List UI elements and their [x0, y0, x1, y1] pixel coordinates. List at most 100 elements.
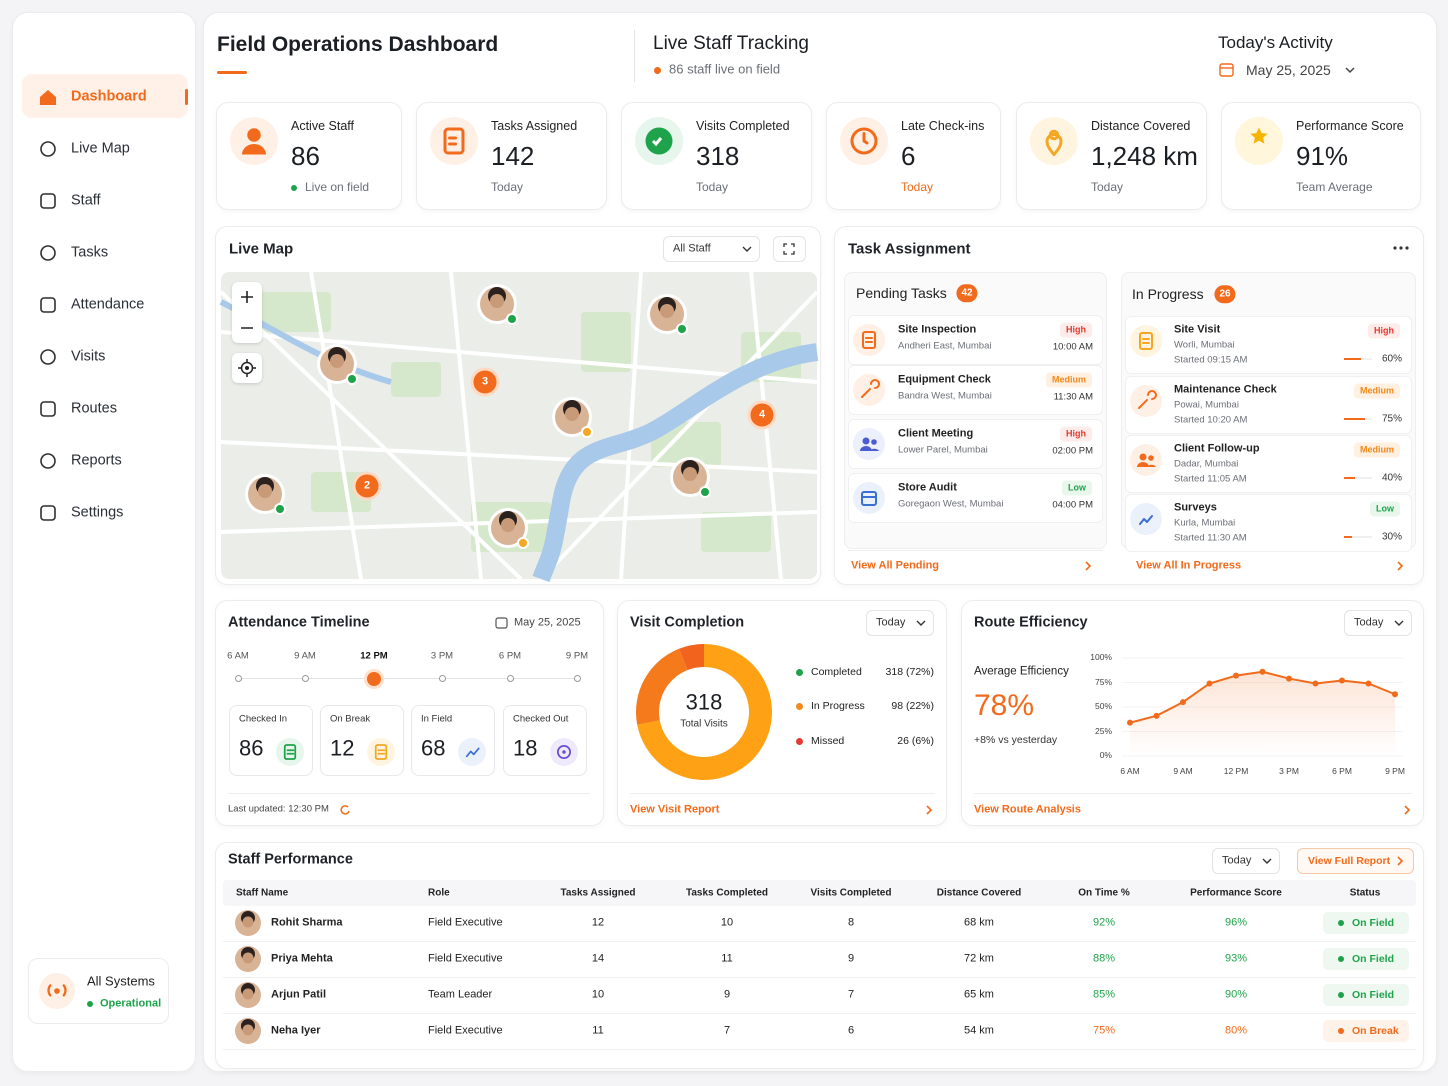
panel-link[interactable]: View All Pending: [851, 559, 940, 572]
chevron: [1394, 620, 1404, 626]
staff-name: Priya Mehta: [271, 952, 333, 965]
nav-label[interactable]: Visits: [71, 348, 106, 365]
card-link[interactable]: View Visit Report: [630, 803, 720, 816]
donut-center-label: Total Visits: [680, 718, 728, 730]
task-item[interactable]: [848, 473, 1103, 523]
avatar-head: [242, 952, 254, 964]
nav-label[interactable]: Tasks: [71, 244, 109, 261]
calendar-glyph: [1219, 63, 1234, 77]
timeline-dot: [301, 675, 309, 682]
task-location: Andheri East, Mumbai: [898, 340, 992, 352]
line-area: [1130, 671, 1395, 756]
line-point: [1339, 677, 1345, 684]
status-dot: [1338, 1028, 1344, 1034]
nav-label[interactable]: Dashboard: [71, 88, 147, 105]
task-location: Dadar, Mumbai: [1174, 458, 1239, 470]
expand-button[interactable]: [773, 236, 806, 262]
column-header: Role: [428, 887, 450, 899]
arrow: [1397, 856, 1404, 866]
kpi-value: 6: [901, 141, 916, 172]
icon-bg: [1130, 503, 1162, 535]
cluster-count[interactable]: 2: [363, 479, 371, 492]
avatar-head: [490, 294, 504, 308]
kpi-dot: [291, 185, 297, 191]
avatar-head: [258, 484, 272, 498]
nav-label[interactable]: Attendance: [71, 296, 145, 313]
glyph: [865, 337, 873, 343]
cluster-count[interactable]: 3: [481, 375, 489, 388]
cluster: [470, 367, 500, 397]
glyph: [448, 136, 457, 146]
line-point: [1286, 675, 1292, 682]
zoom-glyph: [241, 291, 253, 329]
dropdown[interactable]: [663, 236, 760, 262]
status-dot: [1338, 920, 1344, 926]
kpi-value: 142: [491, 141, 535, 172]
panel-link[interactable]: View All In Progress: [1136, 559, 1242, 572]
status-title: All Systems: [87, 973, 155, 989]
icon: [1130, 385, 1162, 417]
card-link[interactable]: View Route Analysis: [974, 803, 1081, 816]
staff-name: Rohit Sharma: [271, 916, 343, 929]
table-cell: 10: [720, 916, 734, 929]
glyph: [557, 745, 571, 759]
nav-label[interactable]: Live Map: [71, 140, 130, 157]
task-item[interactable]: [1125, 316, 1412, 374]
report-button[interactable]: [1297, 848, 1414, 874]
tracking-title: Live Staff Tracking: [653, 33, 809, 55]
column-header: Tasks Completed: [685, 887, 769, 899]
column-header: Status: [1349, 887, 1381, 899]
task-item[interactable]: [1125, 494, 1412, 552]
avatar-head: [565, 407, 579, 421]
task-time: 02:00 PM: [1052, 445, 1093, 457]
staff-name: Arjun Patil: [271, 988, 327, 1001]
status-label: On Break: [1352, 1024, 1399, 1037]
y-tick-label: 100%: [1090, 652, 1112, 663]
legend-label: Missed: [811, 734, 845, 747]
x-tick-label: 6 AM: [1120, 766, 1140, 777]
table-row-divider: [223, 941, 1416, 942]
glyph: [1142, 338, 1150, 344]
stat-label: On Break: [330, 713, 371, 725]
stat-label: In Field: [421, 713, 453, 725]
table-cell: 93%: [1224, 952, 1248, 965]
cluster-count[interactable]: 4: [758, 408, 766, 421]
x-tick-label: 3 PM: [1279, 766, 1299, 777]
kpi-note: Today: [491, 180, 524, 195]
nav-icon: [40, 245, 56, 261]
icon: [853, 374, 885, 406]
kpi-label: Distance Covered: [1091, 118, 1191, 133]
arrow: [926, 805, 933, 815]
table-cell: Field Executive: [428, 1024, 503, 1037]
kpi-label: Performance Score: [1296, 118, 1404, 133]
dropdown[interactable]: [1344, 610, 1412, 636]
avatar-status: [506, 313, 518, 325]
nav-icon: [40, 349, 56, 365]
glyph: [1139, 332, 1153, 350]
nav-label[interactable]: Settings: [71, 504, 124, 521]
activity-date[interactable]: May 25, 2025: [1246, 61, 1331, 78]
nav-label[interactable]: Reports: [71, 452, 122, 469]
icon: [635, 117, 683, 165]
icon-bg: [853, 324, 885, 356]
glyph: [860, 446, 879, 451]
kpi-value: 318: [696, 141, 740, 172]
icon-bg: [1030, 117, 1078, 165]
task-started: Started 10:20 AM: [1174, 414, 1248, 426]
icon: [39, 973, 75, 1009]
priority-pill: Medium: [1353, 442, 1400, 458]
nav-label[interactable]: Routes: [71, 400, 117, 417]
task-location: Powai, Mumbai: [1174, 399, 1239, 411]
timeline-label: 9 AM: [294, 650, 316, 662]
timeline-line: [238, 678, 577, 679]
arrow-glyph: [1404, 805, 1411, 815]
y-tick-label: 75%: [1094, 676, 1112, 687]
status-label: On Field: [1352, 988, 1394, 1001]
glyph: [1048, 129, 1060, 141]
park: [391, 362, 441, 397]
nav-label[interactable]: Staff: [71, 192, 101, 209]
legend-label: In Progress: [811, 699, 865, 712]
icon: [853, 482, 885, 514]
last-updated: Last updated: 12:30 PM: [228, 803, 329, 815]
